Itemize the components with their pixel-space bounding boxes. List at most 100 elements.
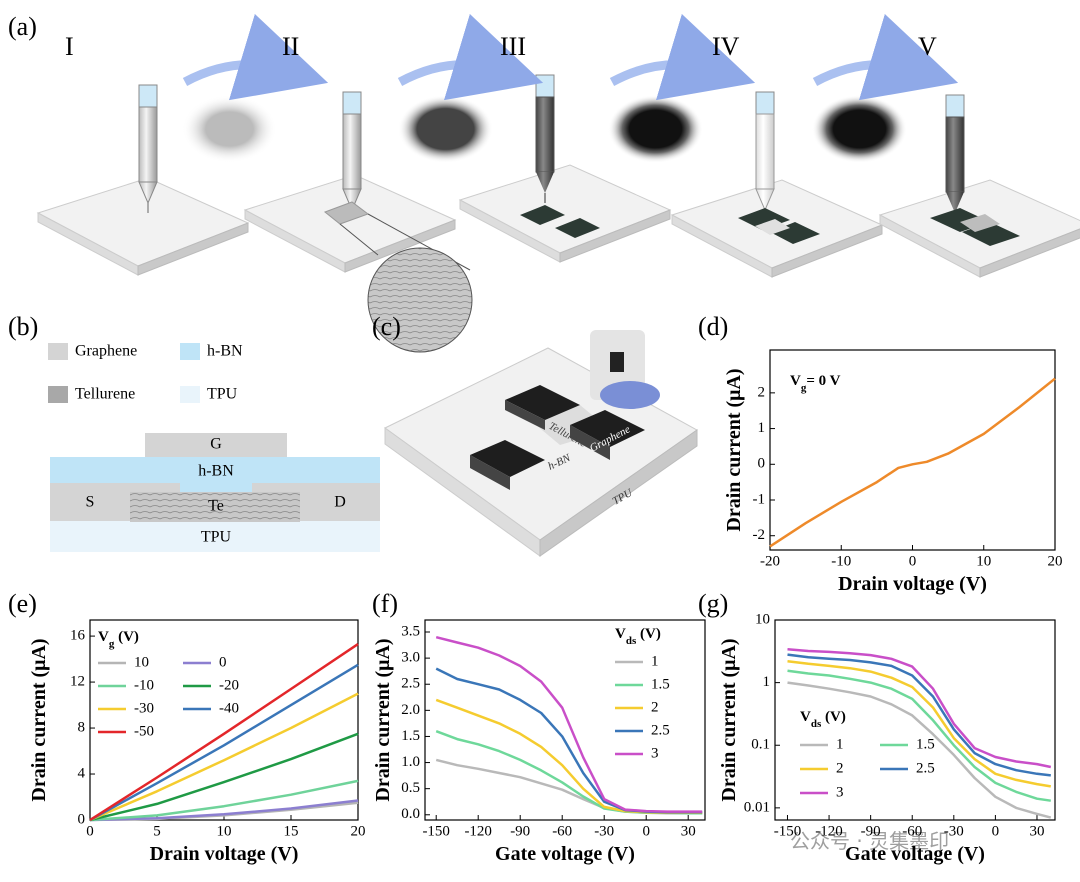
data-line bbox=[435, 698, 703, 814]
x-tick-label: -90 bbox=[510, 823, 530, 839]
data-line bbox=[787, 659, 1052, 788]
y-tick-label: 1 bbox=[763, 674, 771, 690]
annotation-part: = 0 V bbox=[806, 373, 840, 389]
y-tick-label: 8 bbox=[78, 719, 86, 735]
y-tick-label: -2 bbox=[753, 527, 766, 543]
y-axis-label: Drain current (μA) bbox=[372, 638, 394, 801]
legend-label: Graphene bbox=[75, 343, 137, 360]
legend-label: Tellurene bbox=[75, 386, 135, 403]
y-axis-label: Drain current (μA) bbox=[28, 638, 50, 801]
y-tick-label: 1 bbox=[758, 420, 766, 436]
legend-label: -30 bbox=[134, 700, 154, 716]
y-tick-label: 0 bbox=[758, 456, 766, 472]
chart: 0 5 10 15 20 0 4 8 12 16 Drain voltage (V) Drain cu… bbox=[28, 619, 366, 865]
legend-label: 2.5 bbox=[651, 722, 670, 738]
x-tick-label: -20 bbox=[760, 553, 780, 569]
chart: -150 -120 -90 -60 -30 0 30 0.0 0.5 1.0 1.5 2.0 2.5 3.… bbox=[372, 619, 706, 865]
legend-title: Vds (V) bbox=[615, 626, 661, 646]
step-label: III bbox=[500, 32, 526, 61]
annotation: Vg= 0 V bbox=[790, 373, 841, 393]
x-tick-label: -10 bbox=[831, 553, 851, 569]
legend-label: 10 bbox=[134, 654, 149, 670]
process-schematic: I II III IV V bbox=[37, 13, 1080, 353]
x-tick-label: -120 bbox=[815, 823, 843, 839]
legend-title-part: (V) bbox=[821, 709, 846, 725]
x-tick-label: 30 bbox=[681, 823, 696, 839]
x-tick-label: 30 bbox=[1029, 823, 1044, 839]
plot-frame bbox=[424, 619, 706, 821]
legend-label: 1.5 bbox=[916, 736, 935, 752]
legend-label: 1.5 bbox=[651, 676, 670, 692]
legend-label: 1 bbox=[651, 653, 659, 669]
y-tick-label: 1.0 bbox=[401, 754, 420, 770]
legend-label: 1 bbox=[836, 736, 844, 752]
step-label: I bbox=[65, 32, 74, 61]
y-axis-label: Drain current (μA) bbox=[718, 638, 740, 801]
annotation-part: V bbox=[790, 373, 801, 389]
data-line bbox=[787, 681, 1052, 819]
data-line bbox=[89, 663, 359, 822]
y-tick-label: 1.5 bbox=[401, 728, 420, 744]
data-line bbox=[787, 648, 1052, 769]
y-tick-label: -1 bbox=[753, 491, 766, 507]
legend-title-part: g bbox=[109, 638, 115, 650]
panel-label: (e) bbox=[8, 589, 37, 618]
layer-diagram: Graphene h-BN Tellurene TPU G h-BN S Te … bbox=[48, 343, 380, 552]
panel-label: (g) bbox=[698, 589, 728, 618]
x-tick-label: 20 bbox=[1048, 553, 1063, 569]
plot-frame bbox=[774, 619, 1056, 821]
y-tick-label: 16 bbox=[70, 628, 86, 644]
layer-label: G bbox=[210, 436, 222, 453]
x-tick-label: 0 bbox=[642, 823, 650, 839]
legend-title-part: (V) bbox=[114, 629, 139, 645]
legend-label: -50 bbox=[134, 723, 154, 739]
step-label: II bbox=[282, 32, 299, 61]
x-tick-label: -30 bbox=[944, 823, 964, 839]
y-tick-label: 4 bbox=[78, 765, 86, 781]
y-tick-label: 0.01 bbox=[744, 799, 770, 815]
data-line bbox=[435, 635, 703, 813]
panel-label: (c) bbox=[372, 312, 401, 341]
y-tick-label: 0.5 bbox=[401, 780, 420, 796]
legend-title-part: V bbox=[615, 626, 626, 642]
x-tick-label: 5 bbox=[153, 823, 161, 839]
legend-label: -20 bbox=[219, 677, 239, 693]
x-tick-label: -30 bbox=[594, 823, 614, 839]
legend-title: Vg (V) bbox=[98, 629, 139, 649]
y-tick-label: 12 bbox=[70, 674, 85, 690]
y-axis-label: Drain current (μA) bbox=[723, 368, 745, 531]
x-axis-label: Drain voltage (V) bbox=[150, 843, 299, 865]
y-tick-label: 2.0 bbox=[401, 702, 420, 718]
data-line bbox=[89, 779, 359, 822]
panel-label: (f) bbox=[372, 589, 398, 618]
x-tick-label: -150 bbox=[422, 823, 450, 839]
layer-label: D bbox=[334, 494, 346, 511]
chart: -150 -120 -90 -60 -30 0 30 0.01 0.1 1 10 Gate volta… bbox=[718, 611, 1056, 865]
x-tick-label: 0 bbox=[992, 823, 1000, 839]
x-tick-label: -60 bbox=[902, 823, 922, 839]
legend-label: 2.5 bbox=[916, 760, 935, 776]
layer-label: S bbox=[86, 494, 95, 511]
data-line bbox=[89, 692, 359, 822]
x-tick-label: 20 bbox=[351, 823, 366, 839]
x-tick-label: -60 bbox=[552, 823, 572, 839]
data-line bbox=[89, 643, 359, 822]
x-tick-label: -150 bbox=[774, 823, 802, 839]
x-axis-label: Drain voltage (V) bbox=[838, 573, 987, 595]
legend-title: Vds (V) bbox=[800, 709, 846, 729]
legend-title-part: (V) bbox=[636, 626, 661, 642]
x-axis-label: Gate voltage (V) bbox=[495, 843, 635, 865]
x-tick-label: -120 bbox=[464, 823, 492, 839]
layer-label: h-BN bbox=[198, 463, 234, 480]
legend-label: -40 bbox=[219, 700, 239, 716]
legend-label: 2 bbox=[651, 699, 659, 715]
legend-title-part: ds bbox=[811, 718, 822, 730]
legend-label: 3 bbox=[836, 784, 844, 800]
legend-label: 0 bbox=[219, 654, 227, 670]
legend-title-part: ds bbox=[626, 635, 637, 647]
x-tick-label: 0 bbox=[86, 823, 94, 839]
y-tick-label: 3.5 bbox=[401, 623, 420, 639]
x-tick-label: 15 bbox=[284, 823, 299, 839]
legend-label: -10 bbox=[134, 677, 154, 693]
